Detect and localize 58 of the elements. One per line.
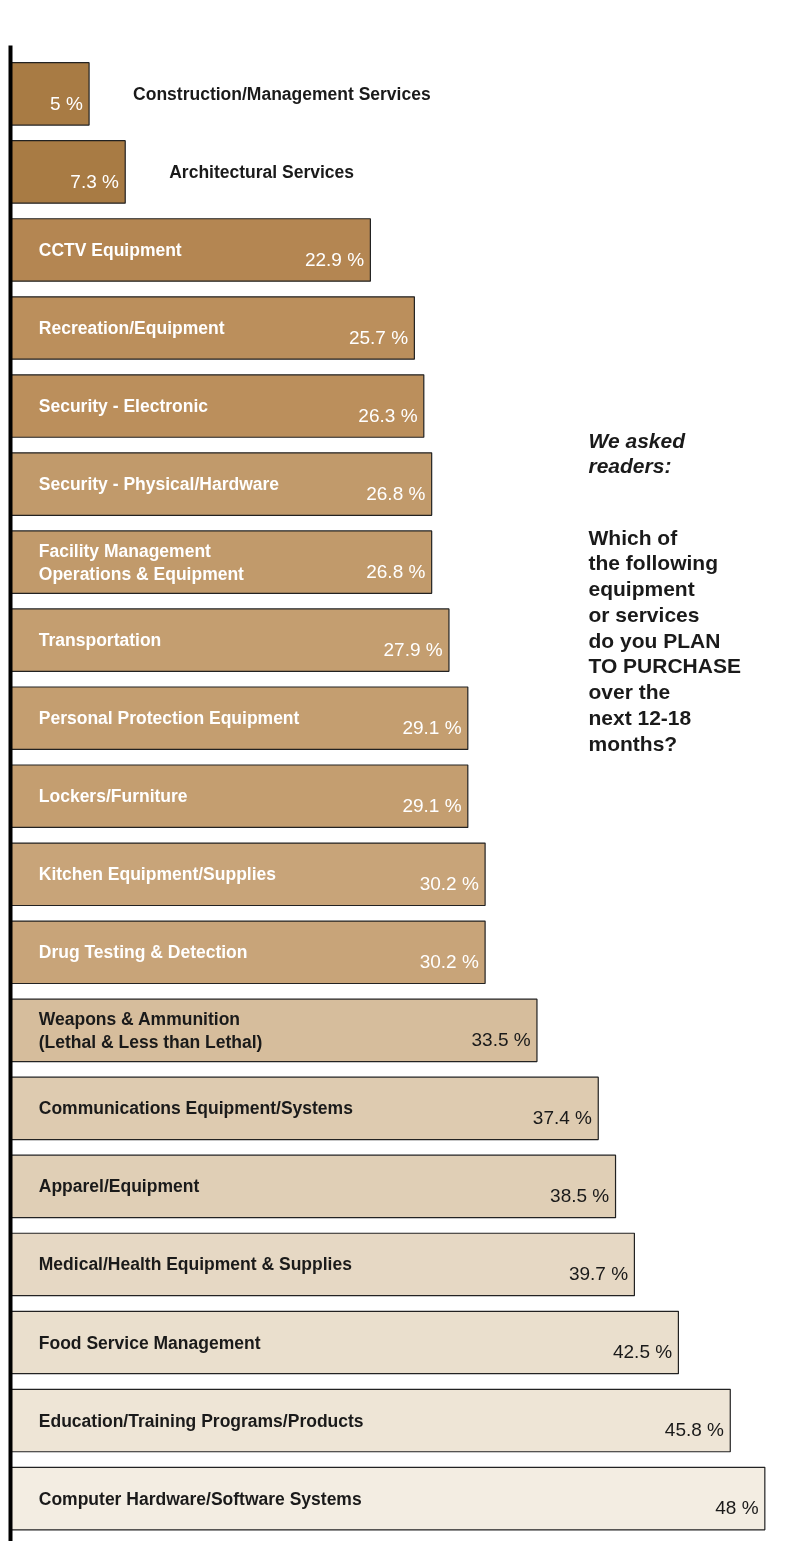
- bar: [10, 452, 433, 516]
- data-label: 30.2 %: [419, 951, 479, 973]
- data-label: 29.1 %: [402, 717, 462, 739]
- bar: [10, 374, 425, 438]
- bar: [10, 140, 126, 204]
- data-label: 30.2 %: [419, 873, 479, 895]
- y-tick-label: Education/Training Programs/Products: [38, 1410, 364, 1431]
- bar: [10, 998, 538, 1063]
- bar: [10, 764, 469, 829]
- data-label: 38.5 %: [550, 1185, 610, 1207]
- data-label: 7.3 %: [70, 170, 120, 192]
- y-tick-label: Medical/Health Equipment & Supplies: [38, 1254, 353, 1275]
- data-label: 25.7 %: [348, 326, 409, 348]
- y-tick-label: Transportation: [38, 630, 162, 651]
- y-tick-label: Lockers/Furniture: [38, 786, 188, 807]
- data-label: 37.4 %: [532, 1107, 593, 1129]
- y-tick-label: Kitchen Equipment/Supplies: [38, 864, 277, 885]
- y-tick-label: Computer Hardware/Software Systems: [38, 1488, 362, 1509]
- y-tick-label: Apparel/Equipment: [38, 1176, 200, 1197]
- data-label: 26.8 %: [366, 482, 426, 504]
- y-tick-label: Weapons & Ammunition (Lethal & Less than Lethal): [38, 1008, 263, 1052]
- annotation: We asked readers:: [588, 428, 687, 478]
- data-label: 27.9 %: [383, 639, 443, 661]
- bar: [10, 920, 486, 985]
- y-tick-label: Personal Protection Equipment: [38, 708, 300, 729]
- bar: [10, 296, 415, 360]
- bar: [10, 1154, 617, 1219]
- data-label: 26.8 %: [366, 560, 426, 582]
- data-label: 26.3 %: [358, 404, 418, 426]
- y-tick-label: Communications Equipment/Systems: [38, 1098, 354, 1119]
- bar: [10, 218, 371, 282]
- y-tick-label: Recreation/Equipment: [38, 318, 225, 338]
- bar: [10, 686, 469, 751]
- data-label: 42.5 %: [612, 1341, 673, 1363]
- bar: [10, 608, 450, 672]
- bar: [10, 1388, 731, 1453]
- bar: [10, 1076, 599, 1141]
- data-label: 39.7 %: [568, 1263, 629, 1285]
- bar: [10, 1310, 679, 1375]
- bar: [10, 62, 90, 126]
- y-tick-label: Food Service Management: [38, 1332, 261, 1353]
- y-tick-label: Construction/Management Services: [133, 83, 431, 104]
- y-tick-label: Facility Management Operations & Equipment: [38, 540, 245, 584]
- y-tick-label: Architectural Services: [169, 161, 355, 182]
- data-label: 22.9 %: [304, 248, 365, 270]
- data-label: 5 %: [50, 92, 83, 114]
- data-label: 33.5 %: [471, 1029, 531, 1051]
- data-label: 45.8 %: [664, 1419, 725, 1441]
- y-tick-label: Security - Electronic: [38, 396, 209, 417]
- y-tick-label: Security - Physical/Hardware: [38, 474, 280, 495]
- bar: [10, 1232, 635, 1297]
- bar: [10, 1466, 766, 1531]
- y-tick-label: Drug Testing & Detection: [38, 942, 248, 963]
- y-tick-label: CCTV Equipment: [38, 239, 182, 260]
- bar: [10, 842, 486, 907]
- data-label: 29.1 %: [402, 795, 462, 817]
- text: Which of the following equipment or services do you PLAN TO PURCHASE over the next 12-18 months?: [588, 525, 741, 755]
- data-label: 48 %: [715, 1497, 759, 1519]
